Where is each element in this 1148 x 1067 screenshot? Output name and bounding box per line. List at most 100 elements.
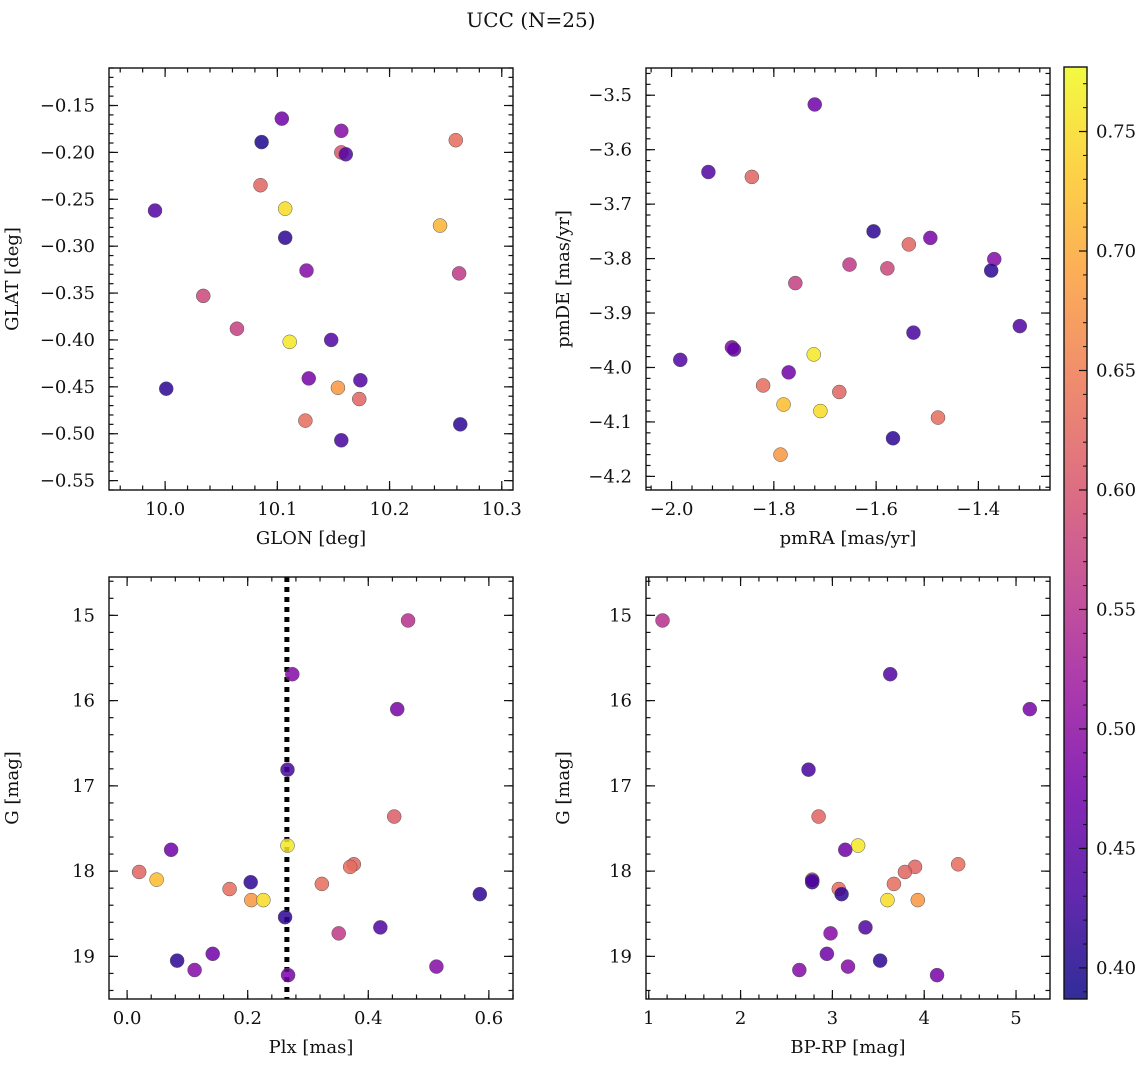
panel-glon-glat: 10.0 10.1 10.2 10.3 −0.15 −0.20 −0.25 −0.30 −0.3… — [2, 67, 522, 549]
y-tick-label: −0.15 — [40, 96, 95, 117]
data-point — [389, 701, 405, 717]
y-tick-label: 17 — [609, 776, 632, 797]
y-tick-label: 16 — [609, 691, 632, 712]
panel-pmra-pmde: −2.0 −1.8 −1.6 −1.4 −3.5 −3.6 −3.7 −3.8 −3.9 −4.0… — [553, 67, 1051, 549]
data-point — [813, 403, 828, 419]
colorbar-gradient — [1064, 67, 1087, 999]
panel-plx-g: 0.0 0.2 0.4 0.6 15 16 17 18 19 Plx [mas] G [mag] — [2, 576, 514, 1058]
data-point — [950, 857, 966, 872]
data-point — [807, 97, 823, 112]
x-tick-label: 2 — [735, 1008, 746, 1029]
axes-frame — [645, 576, 1051, 1000]
data-point — [840, 959, 856, 974]
axes-frame — [108, 67, 514, 491]
data-point — [299, 263, 314, 278]
data-point — [906, 325, 921, 340]
colorbar-tick-label: 0.55 — [1096, 599, 1136, 620]
x-tick-label: 0.0 — [113, 1008, 142, 1029]
ticks — [109, 577, 514, 999]
x-tick-label: 10.2 — [370, 499, 410, 520]
data-point — [169, 953, 185, 968]
y-tick-label: −0.20 — [40, 142, 95, 163]
data-point — [147, 203, 163, 218]
y-tick-label: −3.6 — [588, 140, 632, 161]
ticks — [646, 577, 1050, 999]
y-tick-label: −3.8 — [588, 249, 632, 270]
data-point — [429, 959, 444, 974]
data-points — [131, 613, 488, 983]
data-point — [352, 391, 367, 407]
data-point — [298, 413, 313, 428]
x-tick-label: 5 — [1010, 1008, 1021, 1029]
x-tick-label: 10.0 — [145, 499, 185, 520]
data-point — [400, 613, 416, 628]
y-tick-label: −0.25 — [40, 189, 95, 210]
data-point — [930, 410, 946, 425]
ticks — [109, 67, 513, 491]
data-point — [923, 230, 938, 246]
data-point — [1022, 701, 1038, 717]
y-tick-label: −0.45 — [40, 377, 95, 398]
y-tick-label: 16 — [72, 691, 95, 712]
y-tick-label: 17 — [72, 776, 95, 797]
y-tick-label: −0.30 — [40, 236, 95, 257]
x-tick-label: −1.8 — [752, 499, 796, 520]
y-axis-label: GLAT [deg] — [2, 227, 23, 331]
data-point — [301, 371, 317, 386]
data-point — [806, 347, 821, 362]
data-point — [842, 257, 857, 272]
data-point — [897, 864, 913, 880]
data-point — [882, 666, 898, 682]
data-point — [253, 177, 268, 193]
data-point — [448, 132, 464, 148]
data-point — [885, 431, 901, 446]
data-point — [158, 381, 174, 396]
data-point — [983, 263, 999, 278]
data-point — [781, 365, 796, 380]
data-point — [282, 334, 297, 350]
data-point — [801, 762, 816, 777]
x-axis-label: GLON [deg] — [256, 528, 366, 549]
data-point — [834, 886, 849, 902]
y-tick-label: −0.55 — [40, 471, 95, 492]
y-tick-label: −4.2 — [588, 466, 632, 487]
data-point — [280, 762, 295, 777]
colorbar-tick-label: 0.40 — [1096, 958, 1136, 979]
colorbar-tick-label: 0.45 — [1096, 838, 1136, 859]
data-point — [701, 164, 716, 180]
x-axis-label: BP-RP [mag] — [790, 1037, 905, 1058]
data-point — [277, 201, 293, 216]
data-point — [929, 967, 945, 983]
data-point — [229, 321, 245, 336]
y-tick-label: 19 — [609, 946, 632, 967]
colorbar-tick-label: 0.60 — [1096, 480, 1136, 501]
data-point — [274, 111, 290, 126]
colorbar: 0.40 0.45 0.50 0.55 0.60 0.65 0.70 0.75 — [1063, 66, 1136, 1000]
x-tick-label: 3 — [827, 1008, 838, 1029]
data-points — [655, 613, 1038, 983]
data-point — [832, 384, 847, 400]
colorbar-tick-label: 0.65 — [1096, 360, 1136, 381]
data-point — [277, 909, 293, 925]
colorbar-frame — [1063, 66, 1088, 1000]
ticks — [646, 68, 1050, 490]
data-point — [880, 261, 895, 276]
axes-frame — [645, 67, 1051, 491]
y-tick-label: 15 — [72, 605, 95, 626]
y-tick-label: −3.7 — [588, 194, 632, 215]
data-point — [256, 892, 271, 908]
y-tick-label: −4.0 — [588, 357, 632, 378]
data-point — [673, 352, 688, 368]
colorbar-tick-label: 0.70 — [1096, 241, 1136, 262]
x-tick-label: −2.0 — [650, 499, 694, 520]
data-point — [254, 134, 269, 150]
data-point — [901, 237, 917, 252]
data-point — [792, 962, 807, 978]
y-tick-label: −3.5 — [588, 85, 632, 106]
x-tick-label: 1 — [643, 1008, 654, 1029]
data-point — [331, 926, 346, 941]
figure-title: UCC (N=25) — [466, 8, 595, 32]
x-tick-label: 4 — [918, 1008, 929, 1029]
data-point — [866, 224, 881, 239]
data-points — [673, 97, 1028, 462]
